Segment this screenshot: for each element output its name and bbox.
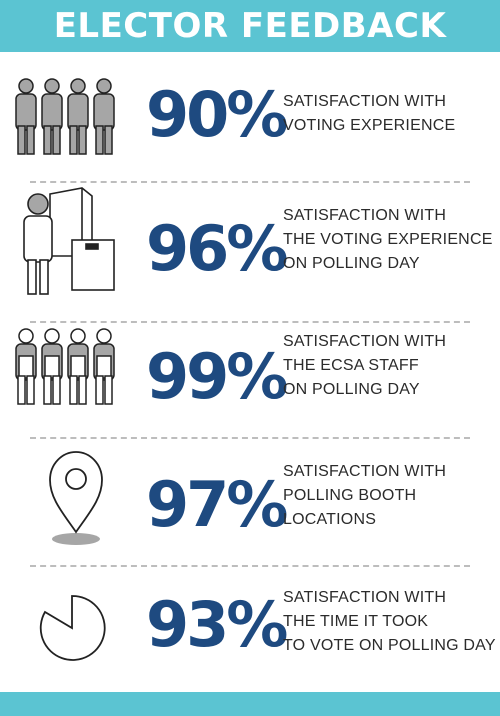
stat-label-line: LOCATIONS (283, 511, 377, 528)
stat-label: SATISFACTION WITH THE VOTING EXPERIENCE … (283, 204, 493, 276)
stat-label-line: THE ECSA STAFF (283, 357, 419, 374)
staff-group-icon (15, 328, 115, 405)
divider (30, 321, 470, 323)
location-pin-icon (49, 451, 103, 545)
voter-ballot-box-icon (23, 187, 115, 295)
stat-label-line: SATISFACTION WITH (283, 93, 447, 110)
stat-label: SATISFACTION WITH THE ECSA STAFF ON POLL… (283, 330, 493, 402)
stat-label-line: SATISFACTION WITH (283, 333, 447, 350)
stat-label-line: THE VOTING EXPERIENCE (283, 231, 493, 248)
stat-row-voting-experience: 90% SATISFACTION WITH VOTING EXPERIENCE (0, 60, 500, 170)
divider (30, 181, 470, 183)
stat-label-line: POLLING BOOTH (283, 487, 417, 504)
people-group-icon (15, 78, 115, 155)
stat-percent: 97% (146, 468, 288, 541)
stat-label-line: THE TIME IT TOOK (283, 613, 429, 630)
divider (30, 437, 470, 439)
stat-label-line: SATISFACTION WITH (283, 463, 447, 480)
pie-clock-icon (39, 595, 106, 661)
stat-percent: 96% (146, 212, 288, 285)
stat-percent: 93% (146, 588, 288, 661)
stat-label-line: ON POLLING DAY (283, 255, 420, 272)
footer-bar (0, 692, 500, 716)
page-title: ELECTOR FEEDBACK (53, 6, 447, 46)
stat-percent: 99% (146, 340, 288, 413)
stat-label-line: SATISFACTION WITH (283, 589, 447, 606)
header-banner: ELECTOR FEEDBACK (0, 0, 500, 52)
stat-label: SATISFACTION WITH VOTING EXPERIENCE (283, 90, 493, 138)
stat-label-line: ON POLLING DAY (283, 381, 420, 398)
stat-label-line: TO VOTE ON POLLING DAY (283, 637, 496, 654)
stat-percent: 90% (146, 78, 288, 151)
stat-row-staff: 99% SATISFACTION WITH THE ECSA STAFF ON … (0, 326, 500, 438)
divider (30, 565, 470, 567)
stat-row-polling-day-experience: 96% SATISFACTION WITH THE VOTING EXPERIE… (0, 186, 500, 314)
stat-label: SATISFACTION WITH POLLING BOOTH LOCATION… (283, 460, 493, 532)
stat-label-line: SATISFACTION WITH (283, 207, 447, 224)
stat-label: SATISFACTION WITH THE TIME IT TOOK TO VO… (283, 586, 496, 658)
stat-label-line: VOTING EXPERIENCE (283, 117, 456, 134)
stat-row-voting-time: 93% SATISFACTION WITH THE TIME IT TOOK T… (0, 570, 500, 688)
stat-row-booth-locations: 97% SATISFACTION WITH POLLING BOOTH LOCA… (0, 442, 500, 554)
